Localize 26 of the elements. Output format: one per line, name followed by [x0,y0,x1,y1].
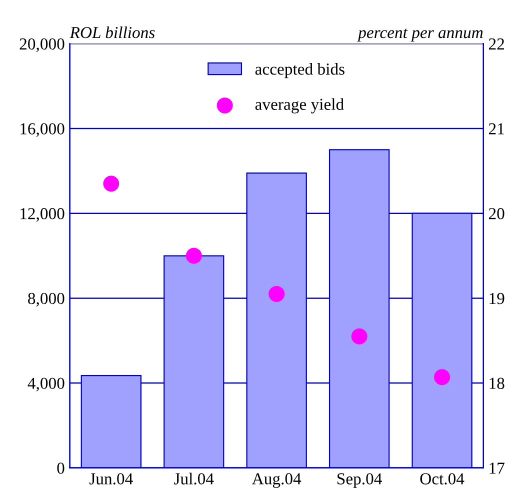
y-tick-label: 4,000 [28,378,64,392]
x-tick-label: Sep.04 [338,473,382,488]
point [351,328,368,344]
point [186,248,202,264]
y2-tick-label: 18 [490,378,504,389]
x-tick-label: Oct.04 [420,473,464,485]
y-tick-label: 0 [57,462,64,474]
point [103,176,120,192]
y-tick-label: 12,000 [20,208,64,222]
y2-tick-label: 17 [490,462,504,474]
y-tick-label: 20,000 [20,38,64,52]
x-tick-label: Aug.04 [252,473,302,488]
y2-tick-label: 22 [488,38,504,50]
y2-axis-title: percent per annum [357,28,483,42]
y2-tick-label: 20 [488,208,504,220]
legend-label: average yield [255,98,344,114]
point [268,286,285,302]
x-tick-label: Jul.04 [174,472,214,485]
y-tick-label: 8,000 [28,292,64,307]
x-tick-label: Jun.04 [90,473,133,485]
point [434,369,450,386]
y2-tick-label: 21 [488,123,504,134]
y-tick-label: 16,000 [20,123,64,137]
y2-tick-label: 19 [490,292,504,304]
legend-label: accepted bids [255,63,344,78]
y-axis-title: ROL billions [70,26,155,38]
